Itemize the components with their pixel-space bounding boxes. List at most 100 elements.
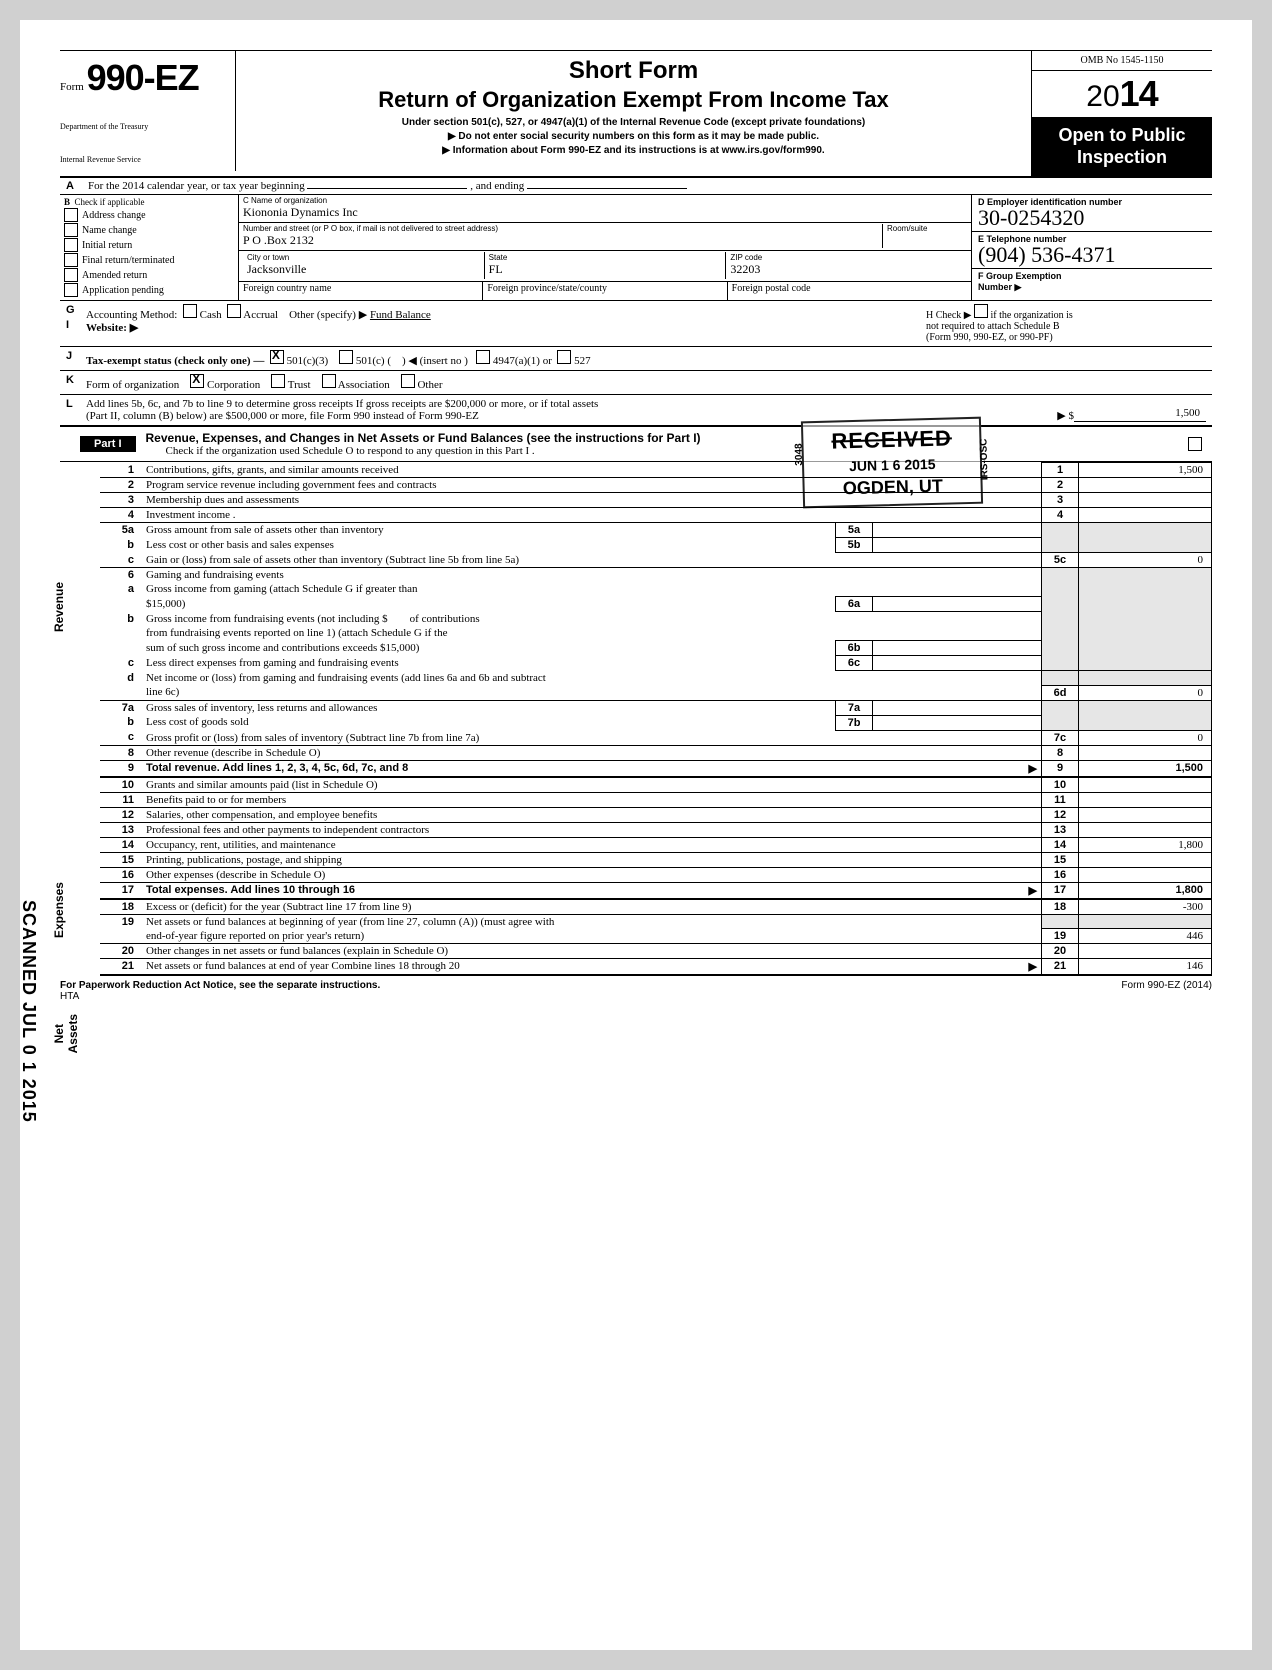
chk-other-org[interactable] <box>401 374 415 388</box>
foreign-zip: Foreign postal code <box>728 282 971 300</box>
chk-amended-return[interactable]: Amended return <box>64 268 234 282</box>
box: 2 <box>1042 478 1079 493</box>
b-heading: Check if applicable <box>75 197 145 207</box>
l-line1: Add lines 5b, 6c, and 7b to line 9 to de… <box>86 398 598 410</box>
chk-corp[interactable] <box>190 374 204 388</box>
amt <box>1079 852 1212 867</box>
chk-accrual[interactable] <box>227 304 241 318</box>
chk-501c[interactable] <box>339 350 353 364</box>
midbox: 6c <box>836 656 873 671</box>
phone-block: E Telephone number (904) 536-4371 <box>972 232 1212 269</box>
a-text-begin: For the 2014 calendar year, or tax year … <box>88 180 305 192</box>
chk-address-change[interactable]: Address change <box>64 208 234 222</box>
chk-app-pending[interactable]: Application pending <box>64 283 234 297</box>
part-i-sub: Check if the organization used Schedule … <box>166 445 535 457</box>
part-i-tag: Part I <box>80 436 136 452</box>
line-7c: cGross profit or (loss) from sales of in… <box>100 730 1212 745</box>
k-trust: Trust <box>288 379 311 391</box>
row-l: L Add lines 5b, 6c, and 7b to line 9 to … <box>60 395 1212 427</box>
label-l: L <box>66 398 73 410</box>
checkbox-icon[interactable] <box>64 268 78 282</box>
line-4: 4Investment income .4 <box>100 508 1212 523</box>
org-name-lbl: C Name of organization <box>243 196 967 205</box>
omb-number: OMB No 1545-1150 <box>1032 51 1212 71</box>
row-a-content: For the 2014 calendar year, or tax year … <box>84 178 1212 194</box>
subtitle-2: Do not enter social security numbers on … <box>458 131 819 142</box>
state-val: FL <box>489 262 722 277</box>
desc: Less direct expenses from gaming and fun… <box>142 656 836 671</box>
side-net-assets: Net Assets <box>52 1014 80 1053</box>
desc: Membership dues and assessments <box>142 493 1042 508</box>
label-k: K <box>66 374 74 386</box>
amt <box>1079 493 1212 508</box>
box: 12 <box>1042 807 1079 822</box>
box: 9 <box>1042 760 1079 777</box>
chk-4947a1[interactable] <box>476 350 490 364</box>
grey-amt <box>1079 914 1212 929</box>
a-begin-blank[interactable] <box>307 188 467 189</box>
line-5c: cGain or (loss) from sale of assets othe… <box>100 553 1212 568</box>
financial-table-wrap: Revenue Expenses Net Assets 3048 IRS-OSC… <box>100 462 1212 976</box>
dept-treasury: Department of the Treasury <box>60 123 225 132</box>
h-text3: not required to attach Schedule B <box>926 321 1060 332</box>
box: 15 <box>1042 852 1079 867</box>
midbox: 6b <box>836 641 873 656</box>
l-amt: 1,500 <box>1074 405 1206 422</box>
grey-box <box>1042 523 1079 553</box>
amt <box>1079 508 1212 523</box>
chk-schedule-b[interactable] <box>974 304 988 318</box>
form-header: Form 990-EZ Department of the Treasury I… <box>60 50 1212 178</box>
checkbox-icon[interactable] <box>64 208 78 222</box>
a-end-blank[interactable] <box>527 188 687 189</box>
k-assoc: Association <box>338 379 390 391</box>
desc: from fundraising events reported on line… <box>142 626 1042 641</box>
line-13: 13Professional fees and other payments t… <box>100 822 1212 837</box>
chk-schedule-o[interactable] <box>1188 437 1202 451</box>
g-acct: Accounting Method: <box>86 309 177 321</box>
line-19-2: end-of-year figure reported on prior yea… <box>100 929 1212 944</box>
checkbox-icon[interactable] <box>64 223 78 237</box>
chk-initial-return[interactable]: Initial return <box>64 238 234 252</box>
amt: 1,500 <box>1079 463 1212 478</box>
city-lbl: City or town <box>247 253 480 262</box>
chk-final-return[interactable]: Final return/terminated <box>64 253 234 267</box>
chk-trust[interactable] <box>271 374 285 388</box>
line-10: 10Grants and similar amounts paid (list … <box>100 777 1212 793</box>
desc: Gross sales of inventory, less returns a… <box>142 700 836 715</box>
city-state-zip: City or town Jacksonville State FL ZIP c… <box>239 251 971 282</box>
midamt <box>873 656 1042 671</box>
checkbox-icon[interactable] <box>64 283 78 297</box>
desc-a: Gross income from fundraising events (no… <box>146 613 388 625</box>
chk-cash[interactable] <box>183 304 197 318</box>
line-2: 2Program service revenue including gover… <box>100 478 1212 493</box>
chk-assoc[interactable] <box>322 374 336 388</box>
row-g-h: G Accounting Method: Cash Accrual Other … <box>60 301 1212 347</box>
box: 8 <box>1042 745 1079 760</box>
year-bold: 14 <box>1120 73 1158 114</box>
g-accrual: Accrual <box>243 309 278 321</box>
chk-name-change[interactable]: Name change <box>64 223 234 237</box>
line-3: 3Membership dues and assessments3 <box>100 493 1212 508</box>
chk-lbl-3: Final return/terminated <box>82 255 174 266</box>
midbox: 7b <box>836 715 873 730</box>
amt: 146 <box>1079 959 1212 976</box>
desc: Salaries, other compensation, and employ… <box>142 807 1042 822</box>
desc: Gross income from fundraising events (no… <box>142 612 1042 627</box>
zip-lbl: ZIP code <box>730 253 963 262</box>
street-row: Number and street (or P O box, if mail i… <box>239 223 971 251</box>
line-16: 16Other expenses (describe in Schedule O… <box>100 867 1212 882</box>
midamt <box>873 700 1042 715</box>
row-a: A For the 2014 calendar year, or tax yea… <box>60 178 1212 195</box>
city-val: Jacksonville <box>247 262 480 277</box>
scanned-stamp: SCANNED JUL 0 1 2015 <box>18 900 39 1123</box>
footer-hta: HTA <box>60 991 79 1002</box>
midamt <box>873 538 1042 553</box>
line-6d-1: dNet income or (loss) from gaming and fu… <box>100 671 1212 686</box>
l-line2: (Part II, column (B) below) are $500,000… <box>86 410 479 422</box>
chk-501c3[interactable] <box>270 350 284 364</box>
chk-527[interactable] <box>557 350 571 364</box>
checkbox-icon[interactable] <box>64 238 78 252</box>
line-21: 21Net assets or fund balances at end of … <box>100 959 1212 976</box>
checkbox-icon[interactable] <box>64 253 78 267</box>
box: 7c <box>1042 730 1079 745</box>
